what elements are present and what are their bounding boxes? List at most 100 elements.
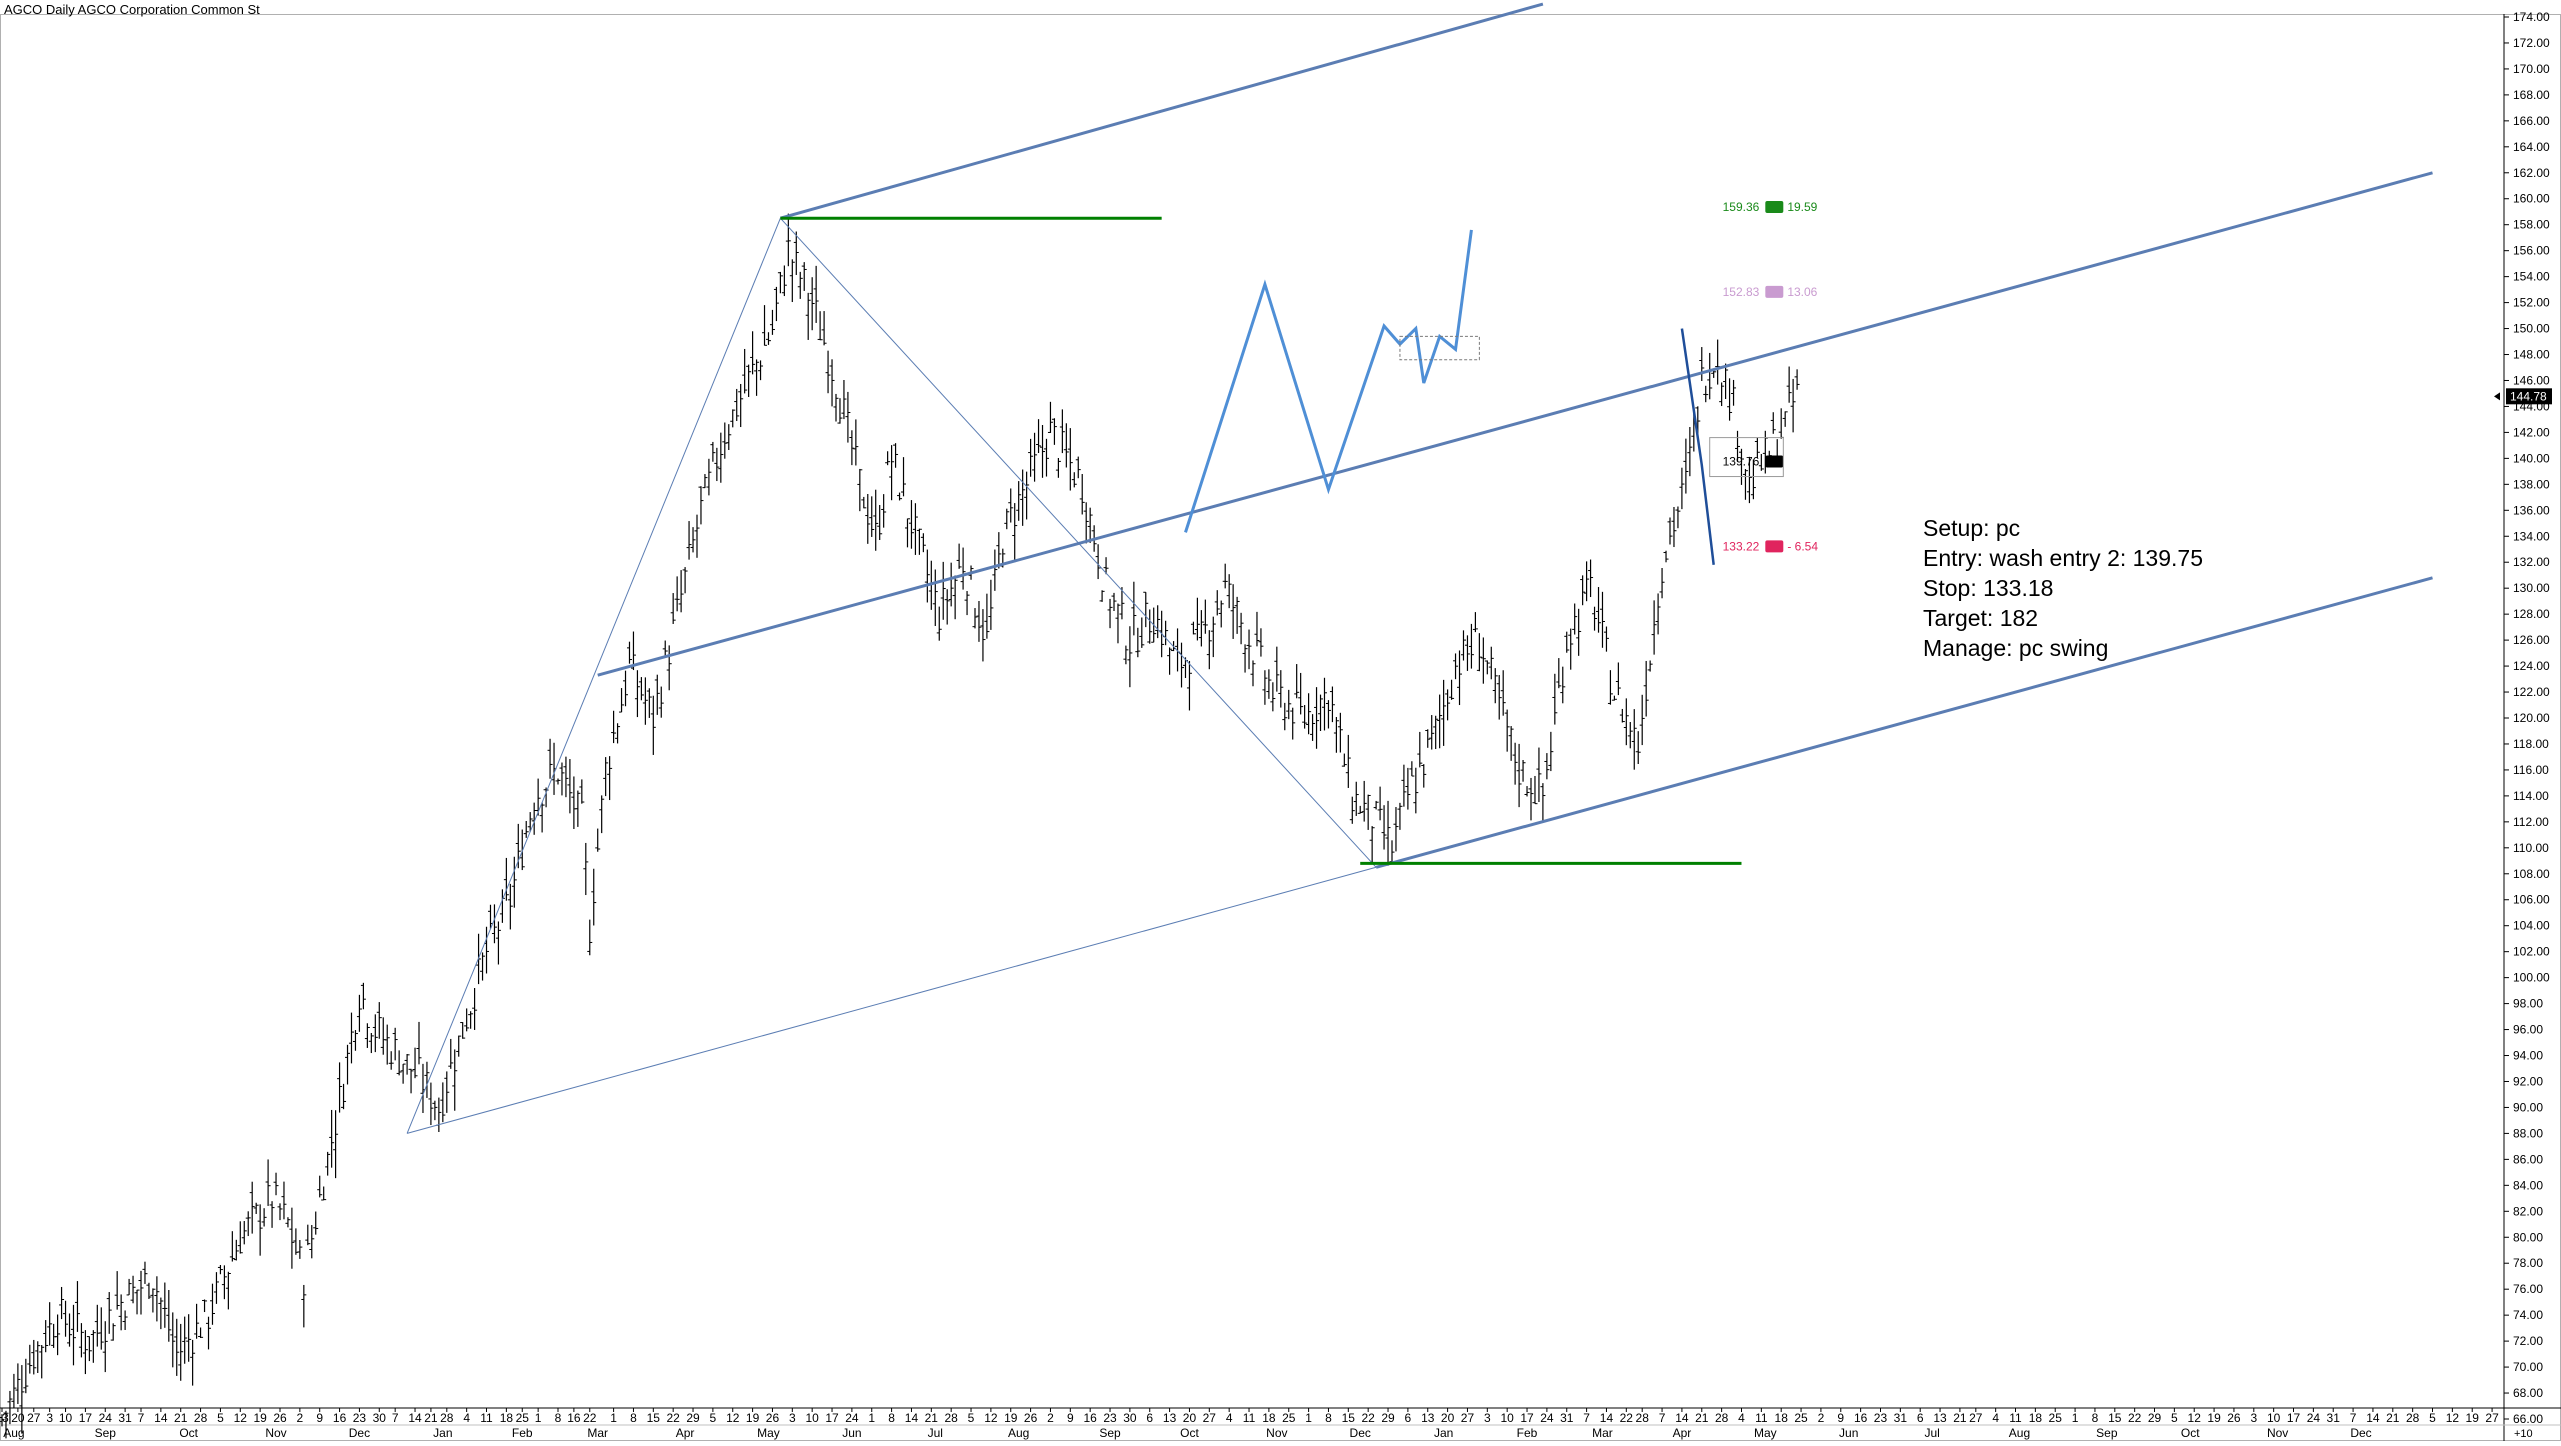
price-bar [59,1286,65,1320]
price-bar [472,988,478,1030]
price-bar [229,1231,235,1262]
stop-line: Stop: 133.18 [1923,575,2054,601]
price-tick-label: 86.00 [2513,1152,2543,1166]
price-bar [241,1221,247,1245]
price-bar [396,1050,402,1076]
trade-level-block [1765,201,1784,214]
day-tick-label: 28 [1636,1411,1650,1425]
price-tick-label: 152.00 [2513,296,2550,310]
price-bar [1234,596,1240,634]
price-bar [1095,544,1101,580]
price-bar [35,1341,41,1374]
price-bar [1059,409,1065,454]
price-bar [249,1181,255,1234]
day-tick-label: 7 [392,1411,399,1425]
price-bar [1139,617,1145,648]
price-bar [678,570,684,613]
price-bar [777,271,783,294]
price-tick-label: 160.00 [2513,192,2550,206]
price-tick-label: 146.00 [2513,373,2550,387]
day-tick-label: 11 [1243,1411,1256,1425]
day-tick-label: 27 [1969,1411,1983,1425]
month-label: Sep [95,1426,117,1440]
day-tick-label: 2 [1047,1411,1054,1425]
day-tick-label: 10 [805,1411,819,1425]
price-bar [1564,631,1570,653]
day-tick-label: 19 [746,1411,760,1425]
price-bar [416,1021,422,1065]
price-bar [579,779,585,804]
price-bar [881,494,887,528]
price-tick-label: 92.00 [2513,1074,2543,1088]
price-bar [1274,646,1280,692]
price-bar [1433,715,1439,750]
price-bar [11,1373,17,1409]
price-bar [1782,411,1788,427]
price-bar [1079,474,1085,515]
price-bar [992,549,998,591]
price-bar [908,500,914,549]
projected-path [1184,229,1473,533]
price-bar [352,1030,358,1051]
price-bar [650,695,656,755]
price-bar [245,1211,251,1237]
day-tick-label: 1 [535,1411,542,1425]
day-tick-label: 21 [925,1411,939,1425]
price-bar [1556,658,1562,689]
price-bar [1599,591,1605,648]
day-tick-label: 1 [610,1411,617,1425]
month-label: Dec [2350,1426,2371,1440]
day-tick-label: 20 [1441,1411,1455,1425]
day-tick-label: 31 [118,1411,132,1425]
price-bar [1615,662,1621,696]
price-bar [658,686,664,718]
price-bar [904,518,910,548]
day-tick-label: 2 [297,1411,304,1425]
price-bar [285,1217,291,1228]
day-tick-label: 13 [0,1411,9,1425]
price-bar [944,589,950,625]
price-bar [1262,670,1268,705]
price-bar [754,359,760,396]
price-bar [1588,559,1594,598]
date-axis-more-label: +10 [2514,1428,2533,1440]
price-bar [1198,610,1204,647]
price-bar [738,383,744,428]
trade-level-distance: 19.59 [1787,200,1817,214]
price-bar [90,1330,96,1363]
trade-level-block [1765,540,1784,553]
price-bar [1008,488,1014,523]
day-tick-label: 23 [353,1411,367,1425]
price-bar [1397,802,1403,830]
price-bar [1742,469,1748,500]
price-tick-label: 104.00 [2513,919,2550,933]
price-tick-label: 88.00 [2513,1126,2543,1140]
price-bar [1016,481,1022,521]
month-label: Feb [1517,1426,1538,1440]
price-bar [1218,600,1224,628]
price-bar [1405,767,1411,810]
price-tick-label: 98.00 [2513,997,2543,1011]
price-tick-label: 102.00 [2513,945,2550,959]
price-tick-label: 112.00 [2513,815,2549,829]
price-bar [674,576,680,612]
price-bar [376,1002,382,1039]
price-bar [273,1172,279,1196]
price-bar [1580,575,1586,606]
day-tick-label: 3 [2250,1411,2257,1425]
price-bar [1623,698,1629,746]
price-bar [1131,581,1137,636]
price-bar [43,1320,49,1353]
day-tick-label: 7 [1659,1411,1666,1425]
price-bar [539,802,545,833]
price-bar [1063,423,1069,468]
price-tick-label: 156.00 [2513,244,2550,258]
setup-line: Setup: pc [1923,515,2021,541]
price-bar [1731,379,1737,406]
price-bar [456,1035,462,1057]
price-bar [293,1228,299,1255]
day-tick-label: 9 [1067,1411,1074,1425]
trade-level-price: 133.22 [1723,539,1760,553]
price-bar [821,311,827,346]
